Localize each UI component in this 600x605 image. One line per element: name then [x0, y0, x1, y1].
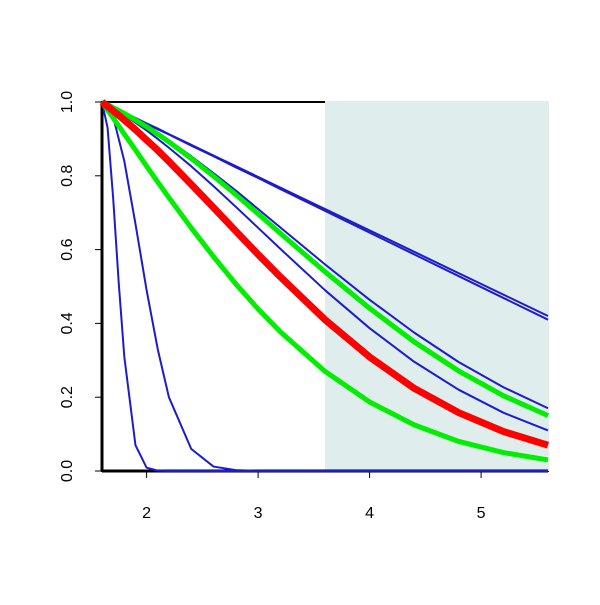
- y-tick-label: 0.2: [59, 386, 76, 408]
- x-tick-label: 3: [254, 505, 263, 522]
- y-tick-label: 0.6: [59, 238, 76, 260]
- x-tick-label: 4: [365, 505, 374, 522]
- x-tick-label: 5: [477, 505, 486, 522]
- y-tick-label: 0.4: [59, 312, 76, 334]
- y-tick-label: 1.0: [59, 91, 76, 113]
- line-series: [100, 99, 550, 418]
- highlight-band: [325, 101, 549, 471]
- x-tick-label: 2: [142, 505, 151, 522]
- y-tick-label: 0.0: [59, 460, 76, 482]
- line-series: [99, 100, 549, 463]
- line-series: [101, 101, 548, 472]
- y-tick-label: 0.8: [59, 165, 76, 187]
- line-series: [99, 99, 550, 449]
